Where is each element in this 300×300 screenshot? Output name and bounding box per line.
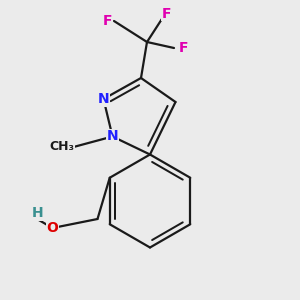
Text: N: N: [98, 92, 109, 106]
Text: F: F: [162, 7, 171, 20]
Text: H: H: [32, 206, 43, 220]
Text: F: F: [103, 14, 113, 28]
Text: O: O: [46, 221, 58, 235]
Text: F: F: [178, 41, 188, 55]
Text: CH₃: CH₃: [49, 140, 74, 154]
Text: N: N: [107, 130, 118, 143]
